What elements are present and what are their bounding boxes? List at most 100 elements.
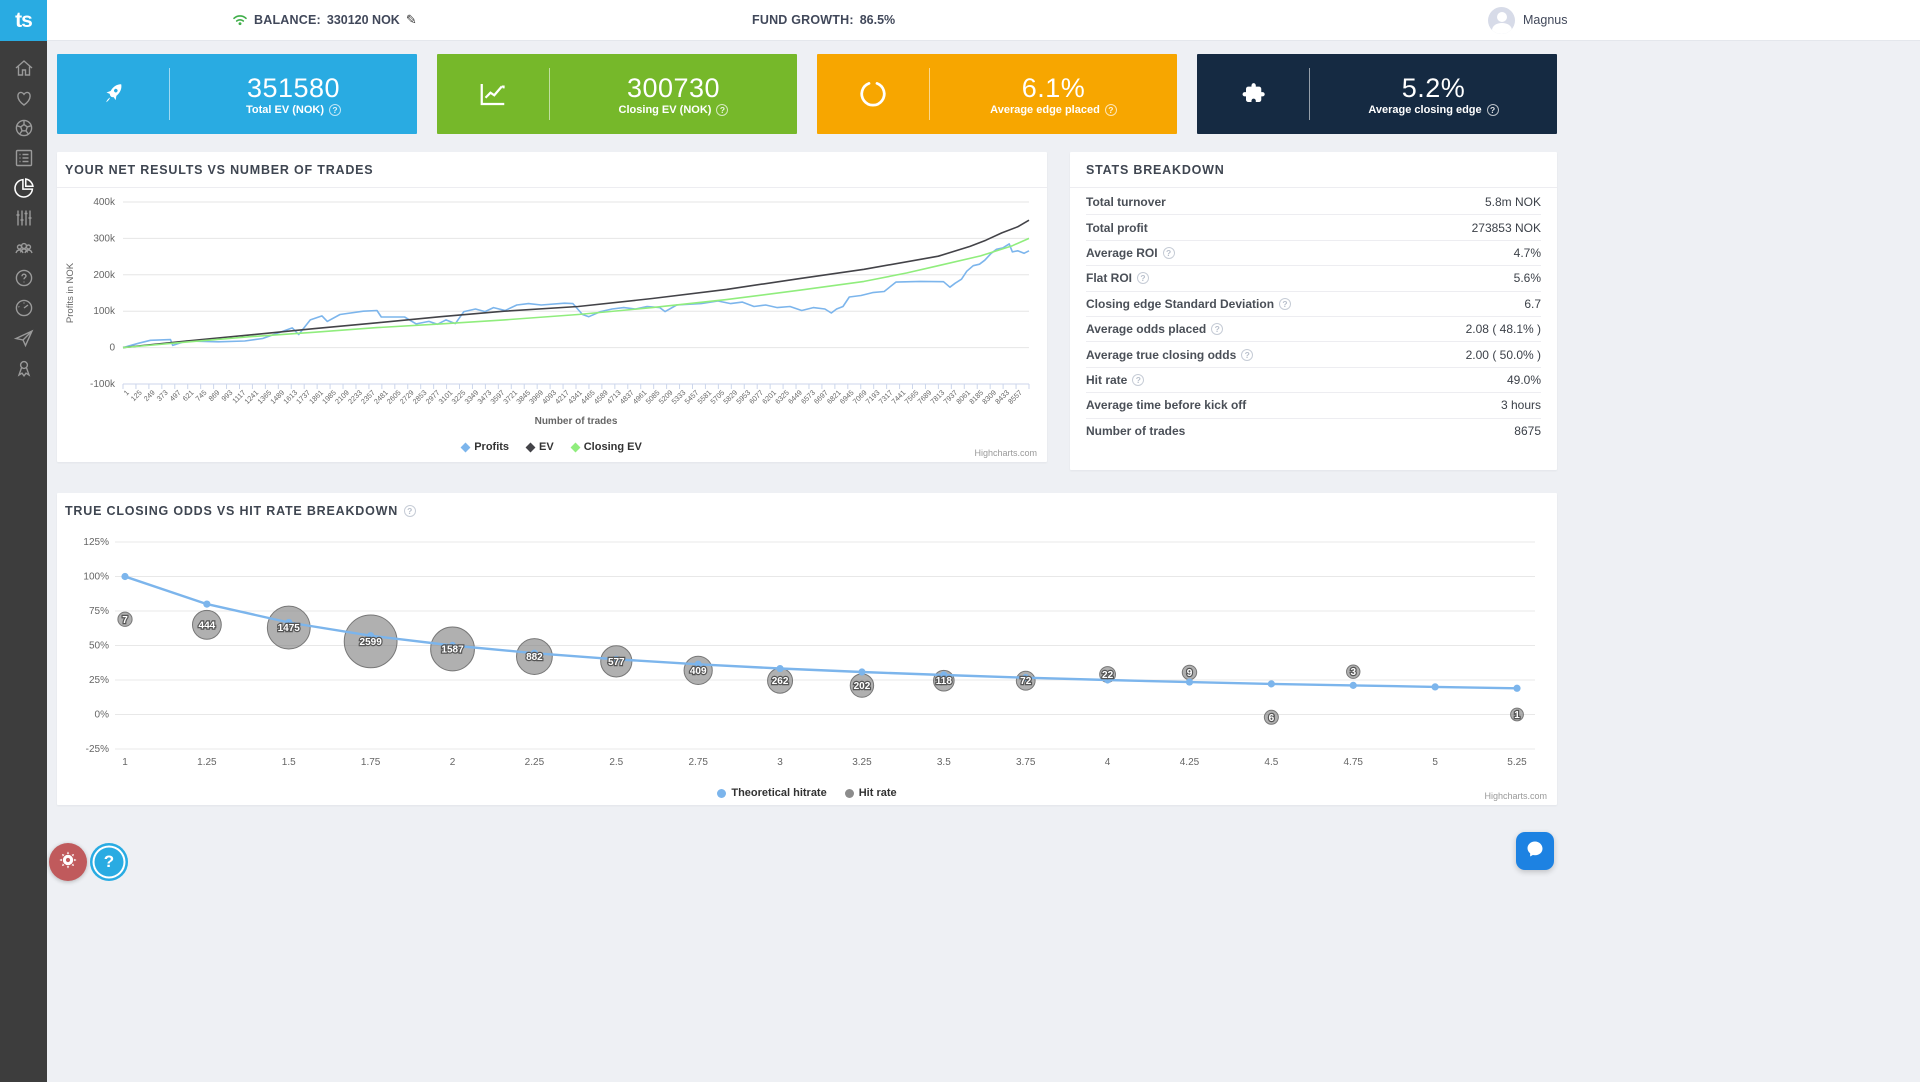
- stat-label: Average time before kick off: [1086, 398, 1247, 413]
- stats-row: Average true closing odds 2.00 ( 50.0% ): [1086, 342, 1541, 368]
- legend-marker-icon: [570, 442, 581, 452]
- chat-icon: [1525, 839, 1545, 864]
- card-divider: [549, 68, 550, 120]
- sidebar-item-refer[interactable]: [0, 325, 47, 355]
- highcharts-credit[interactable]: Highcharts.com: [974, 448, 1037, 458]
- stat-value: 2.00 ( 50.0% ): [1465, 347, 1541, 362]
- info-icon[interactable]: [716, 103, 729, 116]
- stats-row: Flat ROI 5.6%: [1086, 266, 1541, 292]
- card-average-edge: 6.1% Average edge placed: [817, 54, 1177, 134]
- average-closing-edge-label: Average closing edge: [1368, 103, 1482, 116]
- card-total-ev: 351580 Total EV (NOK): [57, 54, 417, 134]
- stat-value: 4.7%: [1513, 245, 1541, 260]
- stat-value: 5.8m NOK: [1484, 195, 1541, 210]
- sidebar-item-filters[interactable]: [0, 205, 47, 235]
- info-icon[interactable]: [1241, 348, 1254, 361]
- stat-label: Total profit: [1086, 220, 1148, 235]
- gear-icon: [58, 850, 78, 875]
- svg-text:6: 6: [1269, 713, 1275, 724]
- stats-row: Total profit 273853 NOK: [1086, 215, 1541, 241]
- svg-text:4.5: 4.5: [1264, 757, 1278, 768]
- legend-item-hit-rate[interactable]: Hit rate: [844, 787, 897, 799]
- fund-growth-display: FUND GROWTH: 86.5%: [752, 0, 895, 40]
- stat-label: Closing edge Standard Deviation: [1086, 297, 1292, 311]
- svg-text:125%: 125%: [83, 537, 109, 548]
- settings-button[interactable]: [49, 843, 87, 881]
- stat-label: Number of trades: [1086, 424, 1186, 439]
- svg-text:262: 262: [772, 676, 789, 687]
- chart-increase-icon: [437, 79, 549, 109]
- legend-item-profits[interactable]: Profits: [460, 441, 510, 453]
- stat-label: Average ROI: [1086, 246, 1175, 260]
- list-icon: [13, 147, 35, 174]
- odds-hitrate-chart: 125% 100% 75% 50% 25% 0% -25% 1 1.25 1.5 1.75 2 2.25…: [83, 537, 1535, 768]
- stats-row: Closing edge Standard Deviation 6.7: [1086, 292, 1541, 317]
- info-icon[interactable]: [1211, 323, 1224, 336]
- svg-text:577: 577: [608, 657, 625, 668]
- card-average-closing-edge: 5.2% Average closing edge: [1197, 54, 1557, 134]
- legend-marker-icon: [717, 788, 727, 798]
- legend-marker-icon: [525, 442, 536, 452]
- sidebar-item-performance[interactable]: [0, 295, 47, 325]
- svg-text:202: 202: [854, 681, 871, 692]
- average-edge-value: 6.1%: [1021, 72, 1086, 103]
- info-icon[interactable]: [329, 103, 341, 116]
- sidebar-item-help[interactable]: [0, 265, 47, 295]
- info-icon[interactable]: [1132, 373, 1145, 386]
- sidebar-item-sports[interactable]: [0, 115, 47, 145]
- odds-hitrate-legend: Theoretical hitrate Hit rate: [57, 787, 1557, 799]
- info-icon[interactable]: [1486, 103, 1499, 116]
- legend-item-theoretical-hitrate[interactable]: Theoretical hitrate: [717, 787, 827, 799]
- stats-row: Average time before kick off 3 hours: [1086, 393, 1541, 419]
- info-icon[interactable]: [404, 505, 417, 517]
- stat-label: Hit rate: [1086, 373, 1145, 387]
- svg-text:1.5: 1.5: [282, 757, 296, 768]
- legend-item-ev[interactable]: EV: [525, 441, 554, 453]
- info-icon[interactable]: [1104, 103, 1117, 116]
- sidebar-item-tradefeed[interactable]: [0, 145, 47, 175]
- info-icon[interactable]: [1279, 297, 1292, 310]
- svg-text:1475: 1475: [278, 623, 301, 634]
- paper-plane-icon: [13, 327, 35, 354]
- total-ev-label: Total EV (NOK): [245, 103, 324, 116]
- sidebar-item-rewards[interactable]: [0, 355, 47, 385]
- highcharts-credit[interactable]: Highcharts.com: [1484, 791, 1547, 801]
- svg-text:75%: 75%: [89, 606, 109, 617]
- stat-cards-row: 351580 Total EV (NOK) 300730 Closing EV …: [57, 54, 1557, 134]
- svg-text:22: 22: [1102, 670, 1114, 681]
- card-closing-ev: 300730 Closing EV (NOK): [437, 54, 797, 134]
- info-icon[interactable]: [1137, 272, 1150, 285]
- stat-value: 49.0%: [1506, 372, 1541, 387]
- sidebar-item-analytics[interactable]: [0, 175, 47, 205]
- sidebar-item-favourites[interactable]: [0, 85, 47, 115]
- svg-text:72: 72: [1020, 676, 1032, 687]
- pie-chart-icon: [12, 176, 36, 205]
- stats-breakdown-title: STATS BREAKDOWN: [1070, 152, 1557, 188]
- app-logo[interactable]: ts: [0, 0, 47, 41]
- card-divider: [1309, 68, 1310, 120]
- svg-text:-100k: -100k: [90, 379, 116, 390]
- edit-balance-icon[interactable]: ✎: [405, 12, 417, 27]
- svg-text:100%: 100%: [83, 572, 109, 583]
- chat-button[interactable]: [1516, 832, 1554, 870]
- svg-text:1.75: 1.75: [361, 757, 381, 768]
- sidebar-item-home[interactable]: [0, 55, 47, 85]
- fund-growth-value: 86.5%: [859, 13, 896, 27]
- info-icon[interactable]: [1162, 246, 1175, 259]
- stats-row: Hit rate 49.0%: [1086, 368, 1541, 394]
- puzzle-icon: [1197, 80, 1309, 108]
- sidebar-item-community[interactable]: [0, 235, 47, 265]
- user-menu[interactable]: Magnus: [1488, 0, 1567, 40]
- stat-value: 3 hours: [1500, 398, 1541, 413]
- svg-text:4.75: 4.75: [1344, 757, 1364, 768]
- net-results-panel: YOUR NET RESULTS VS NUMBER OF TRADES 400…: [57, 152, 1047, 462]
- svg-text:4: 4: [1105, 757, 1111, 768]
- svg-text:1: 1: [1514, 710, 1520, 721]
- stat-label: Average odds placed: [1086, 322, 1224, 336]
- legend-item-closing-ev[interactable]: Closing EV: [570, 441, 642, 453]
- topbar: BALANCE: 330120 NOK ✎ FUND GROWTH: 86.5%…: [47, 0, 1920, 41]
- help-button[interactable]: ?: [90, 843, 128, 881]
- legend-label: Profits: [474, 441, 510, 453]
- users-icon: [13, 237, 35, 264]
- svg-text:0%: 0%: [95, 710, 110, 721]
